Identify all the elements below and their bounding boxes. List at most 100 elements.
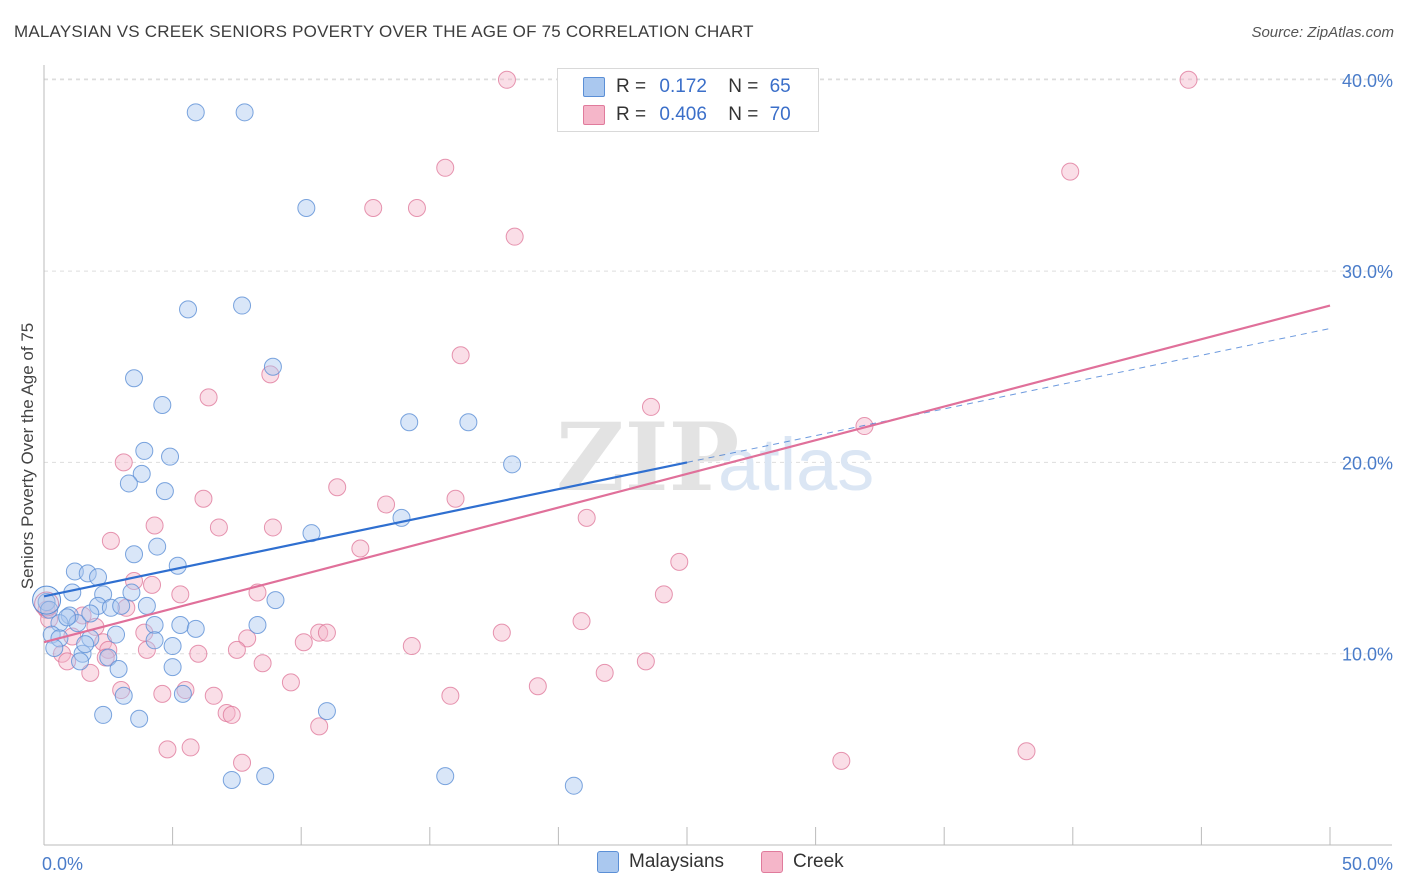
malaysian-point xyxy=(459,413,478,432)
malaysian-point xyxy=(122,583,141,602)
creek-point xyxy=(641,397,660,416)
creek-point xyxy=(351,539,370,558)
malaysian-point xyxy=(153,396,172,415)
creek-point xyxy=(441,686,460,705)
creek-point xyxy=(1061,162,1080,181)
malaysian-point xyxy=(186,103,205,122)
legend-malaysians-swatch xyxy=(597,851,619,873)
creek-point xyxy=(222,705,241,724)
malaysians-trend-line xyxy=(43,461,688,598)
malaysian-point xyxy=(163,658,182,677)
creek-point xyxy=(505,227,524,246)
creek-point xyxy=(204,686,223,705)
creek-r-value: 0.406 xyxy=(659,104,707,125)
malaysian-point xyxy=(94,585,113,604)
y-tick-label: 40.0% xyxy=(1342,71,1393,91)
malaysian-point-large xyxy=(32,585,62,615)
creek-point xyxy=(492,623,511,642)
creek-point xyxy=(402,637,421,656)
malaysian-point xyxy=(81,604,100,623)
malaysian-point xyxy=(58,608,77,627)
creek-point xyxy=(832,751,851,770)
creek-point xyxy=(153,684,172,703)
malaysian-point xyxy=(297,198,316,217)
malaysian-point xyxy=(163,637,182,656)
malaysians-points xyxy=(32,103,583,795)
malaysian-point xyxy=(99,648,118,667)
malaysian-point xyxy=(71,652,90,671)
malaysians-r-label: R = xyxy=(616,76,647,97)
y-tick-label: 20.0% xyxy=(1342,453,1393,473)
creek-point xyxy=(227,640,246,659)
creek-point xyxy=(263,518,282,537)
malaysian-point xyxy=(109,660,128,679)
creek-point xyxy=(171,585,190,604)
creek-point xyxy=(1179,70,1198,89)
creek-point xyxy=(670,552,689,571)
malaysian-point xyxy=(68,614,87,633)
creek-point xyxy=(101,531,120,550)
creek-point xyxy=(446,489,465,508)
creek-point xyxy=(181,738,200,757)
malaysian-point xyxy=(400,413,419,432)
creek-point xyxy=(194,489,213,508)
creek-point xyxy=(654,585,673,604)
creek-point xyxy=(114,453,133,472)
creek-point xyxy=(199,388,218,407)
malaysian-point xyxy=(266,591,285,610)
creek-point xyxy=(451,346,470,365)
source-label: Source: ZipAtlas.com xyxy=(1251,24,1394,41)
tick-labels: 10.0% 20.0% 30.0% 40.0% 0.0% 50.0% xyxy=(42,71,1393,874)
creek-point xyxy=(137,640,156,659)
creek-point xyxy=(294,633,313,652)
malaysian-point xyxy=(148,537,167,556)
chart-title: MALAYSIAN VS CREEK SENIORS POVERTY OVER … xyxy=(14,22,754,41)
watermark-atlas: atlas xyxy=(718,423,874,506)
malaysian-point xyxy=(137,596,156,615)
malaysian-point xyxy=(186,619,205,638)
legend-malaysians: Malaysians xyxy=(597,851,724,873)
watermark: ZIP atlas xyxy=(556,403,874,513)
x-tick-label-min: 0.0% xyxy=(42,854,83,874)
malaysians-n-value: 65 xyxy=(769,76,791,97)
malaysian-point xyxy=(125,369,144,388)
malaysian-point xyxy=(173,684,192,703)
creek-point xyxy=(528,677,547,696)
legend-creek-label: Creek xyxy=(793,851,844,872)
creek-point xyxy=(364,198,383,217)
creek-point xyxy=(233,753,252,772)
malaysian-point xyxy=(112,596,131,615)
malaysian-point xyxy=(503,455,522,474)
y-tick-label: 10.0% xyxy=(1342,645,1393,665)
creek-points xyxy=(34,70,1198,772)
creek-point xyxy=(407,198,426,217)
trend-lines xyxy=(43,304,1331,644)
malaysian-point xyxy=(235,103,254,122)
creek-point xyxy=(595,663,614,682)
malaysian-point xyxy=(248,616,267,635)
malaysian-point xyxy=(145,616,164,635)
malaysian-point xyxy=(161,447,180,466)
creek-point xyxy=(81,663,100,682)
malaysian-point xyxy=(76,635,95,654)
malaysian-point xyxy=(119,474,138,493)
legend-creek-swatch xyxy=(761,851,783,873)
malaysian-point xyxy=(145,631,164,650)
creek-point xyxy=(310,717,329,736)
malaysian-point xyxy=(171,616,190,635)
malaysian-point xyxy=(114,686,133,705)
malaysian-point xyxy=(168,556,187,575)
creek-n-label: N = xyxy=(728,104,759,125)
malaysian-point xyxy=(179,300,198,319)
malaysian-point xyxy=(60,606,79,625)
x-tick-label-max: 50.0% xyxy=(1342,854,1393,874)
creek-point xyxy=(189,644,208,663)
creek-n-value: 70 xyxy=(769,104,791,125)
y-tick-label: 30.0% xyxy=(1342,262,1393,282)
malaysian-point xyxy=(564,776,583,795)
creek-point xyxy=(310,623,329,642)
creek-point xyxy=(317,623,336,642)
creek-point xyxy=(209,518,228,537)
malaysian-point xyxy=(130,709,149,728)
